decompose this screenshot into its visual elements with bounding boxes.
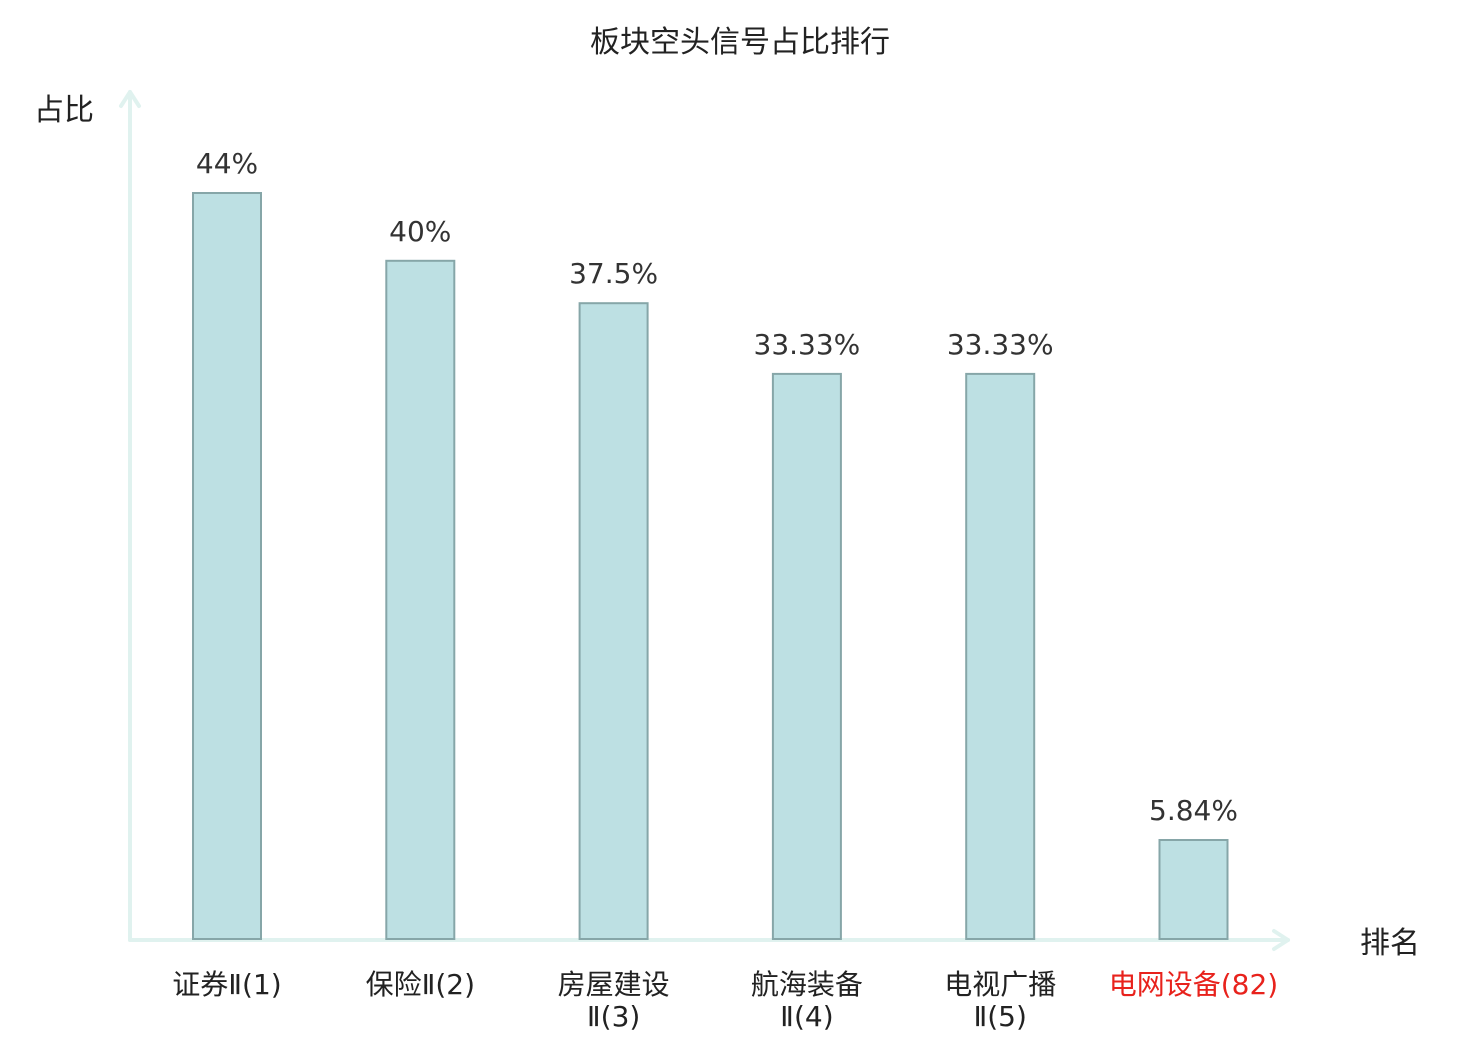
bar-6 (1158, 839, 1229, 940)
y-axis-arrow (119, 90, 141, 108)
x-tick-label-4-line-1: 航海装备 (751, 968, 863, 1001)
x-tick-label-1: 证券Ⅱ(1) (172, 968, 281, 1001)
bars-group (192, 192, 1229, 940)
x-axis-label: 排名 (1360, 926, 1420, 961)
x-tick-label-3-line-1: 房屋建设 (558, 968, 670, 1001)
bar-3 (578, 302, 649, 940)
bar-4 (771, 372, 842, 940)
x-tick-label-4-line-2: Ⅱ(4) (780, 1000, 833, 1033)
x-tick-label-5-line-1: 电视广播 (944, 968, 1056, 1001)
value-label-5: 33.33% (947, 328, 1054, 361)
value-label-2: 40% (389, 215, 451, 248)
bar-1 (192, 192, 262, 940)
value-label-1: 44% (196, 147, 258, 180)
value-labels-group: 44% 40% 37.5% 33.33% 33.33% 5.84% (196, 147, 1238, 827)
x-tick-label-3-line-2: Ⅱ(3) (587, 1000, 640, 1033)
chart-title: 板块空头信号占比排行 (590, 25, 890, 60)
bar-2 (385, 259, 456, 940)
value-label-4: 33.33% (754, 328, 861, 361)
bar-5 (965, 372, 1036, 940)
x-tick-label-2: 保险Ⅱ(2) (366, 968, 475, 1001)
value-label-3: 37.5% (569, 257, 658, 290)
y-axis-label: 占比 (34, 93, 94, 128)
x-tick-label-6: 电网设备(82) (1109, 968, 1278, 1001)
value-label-6: 5.84% (1149, 794, 1238, 827)
axes (119, 90, 1290, 951)
x-tick-label-5-line-2: Ⅱ(5) (973, 1000, 1026, 1033)
x-axis-arrow (1272, 929, 1290, 951)
